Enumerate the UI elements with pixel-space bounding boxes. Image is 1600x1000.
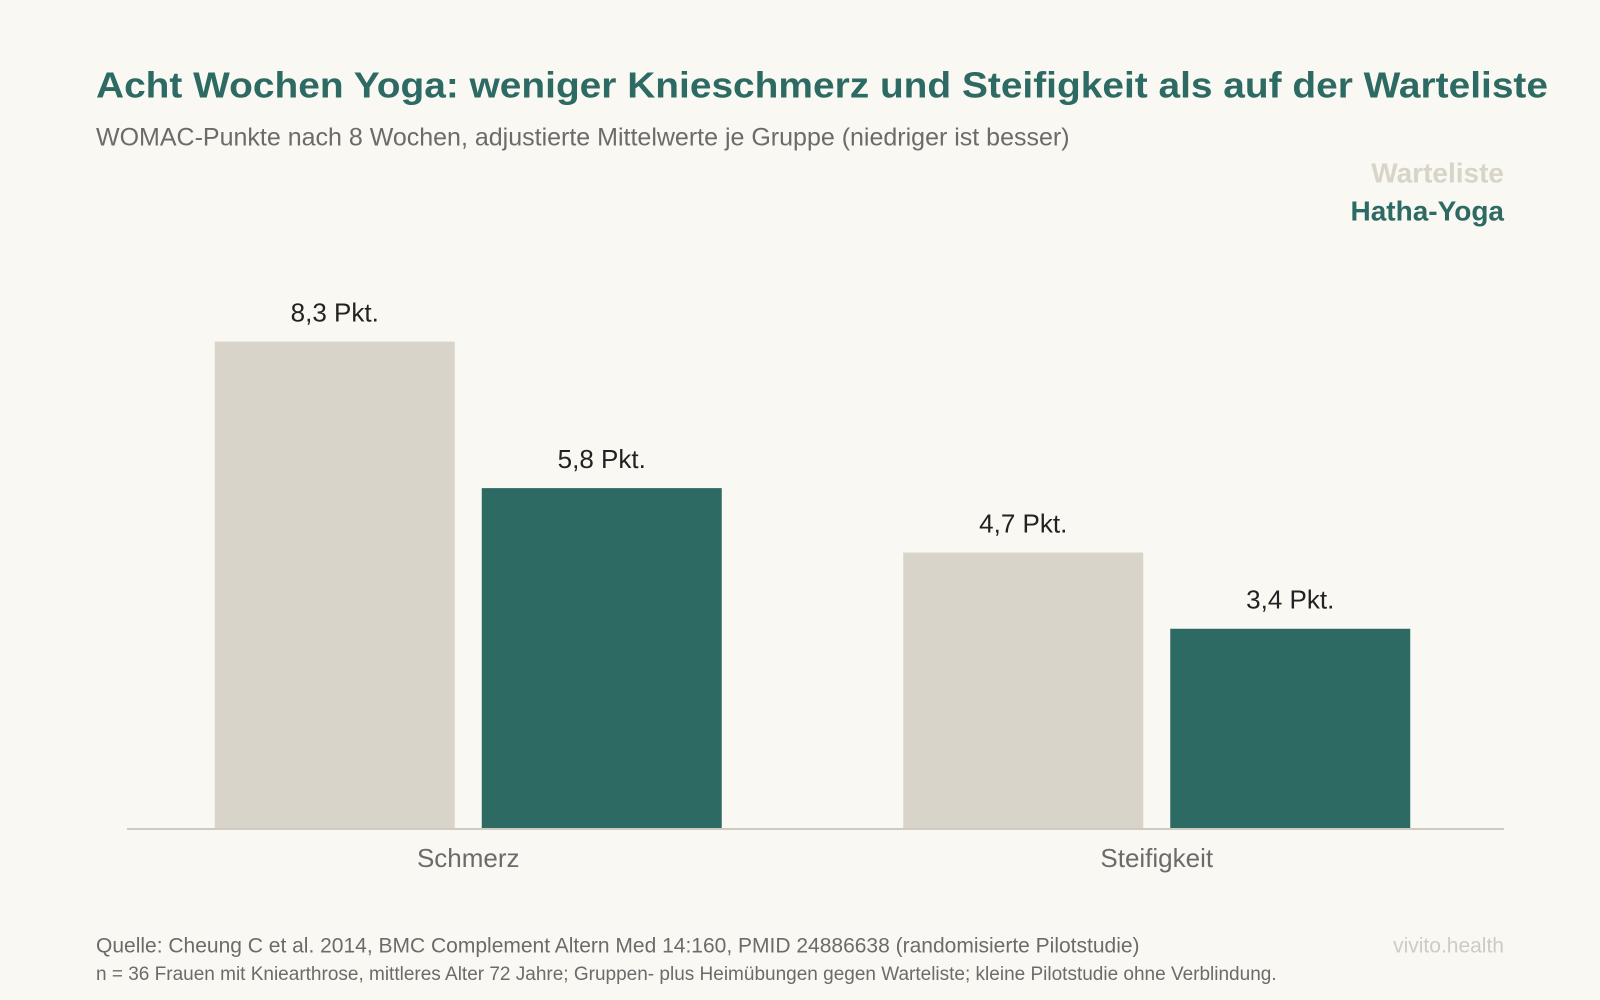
value-label: 8,3 Pkt. <box>291 297 379 327</box>
brand: vivito.health <box>1393 935 1504 958</box>
bar <box>903 552 1144 828</box>
legend-entry: Hatha-Yoga <box>1351 195 1505 226</box>
bar <box>1170 628 1411 828</box>
value-label: 3,4 Pkt. <box>1246 585 1334 615</box>
source: Quelle: Cheung C et al. 2014, BMC Comple… <box>96 935 1140 958</box>
x-tick-label: Steifigkeit <box>1100 843 1213 873</box>
chart-subtitle: WOMAC-Punkte nach 8 Wochen, adjustierte … <box>96 124 1070 152</box>
x-tick-label: Schmerz <box>417 843 520 873</box>
bar <box>481 488 722 828</box>
legend-entry: Warteliste <box>1371 157 1504 188</box>
chart-title: Acht Wochen Yoga: weniger Knieschmerz un… <box>96 65 1548 106</box>
value-label: 5,8 Pkt. <box>558 444 646 474</box>
value-label: 4,7 Pkt. <box>979 508 1067 538</box>
bar <box>214 341 455 828</box>
note: n = 36 Frauen mit Kniearthrose, mittlere… <box>96 964 1277 985</box>
